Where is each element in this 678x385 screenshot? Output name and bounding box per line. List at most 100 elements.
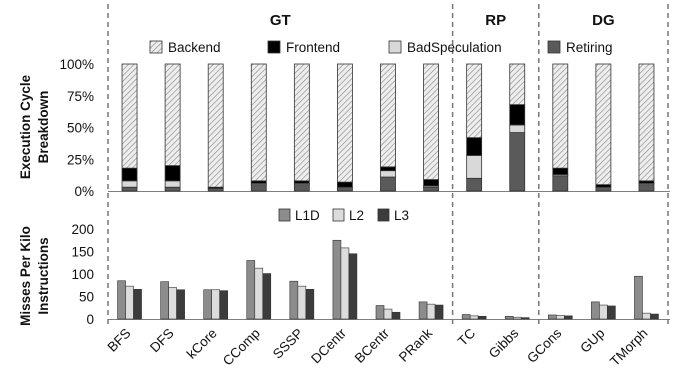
bar-retiring-dfs	[164, 186, 181, 192]
bar-l3-kcore	[219, 290, 228, 320]
top-ytick-label: 50%	[67, 121, 94, 136]
bar-l1d-sssp	[289, 280, 299, 320]
bar-backend-prank	[423, 63, 439, 180]
legend-swatch-frontend	[267, 40, 281, 54]
bar-l2-bfs	[125, 285, 134, 320]
bar-l1d-ccomp	[246, 260, 256, 320]
xtick-gcons: GCons	[524, 325, 564, 365]
xtick-gup: GUp	[577, 326, 607, 356]
bar-backend-sssp	[293, 63, 310, 182]
bar-l3-prank	[434, 304, 444, 320]
bar-l1d-gibbs	[504, 315, 514, 320]
xtick-ccomp: CComp	[220, 326, 263, 369]
bottom-ytick-label: 50	[79, 290, 94, 305]
bar-backend-bfs	[121, 63, 138, 169]
bar-backend-dcentr	[337, 63, 353, 183]
bar-l1d-dfs	[160, 281, 169, 320]
bar-badspeculation-bfs	[121, 180, 138, 188]
legend-label-retiring: Retiring	[566, 40, 613, 55]
bar-frontend-gcons	[552, 167, 569, 175]
top-ytick-label: 100%	[59, 57, 94, 72]
bar-l2-gibbs	[512, 316, 522, 320]
bar-l1d-tc	[461, 314, 471, 320]
bar-l3-gup	[607, 305, 616, 320]
bar-l2-ccomp	[254, 267, 264, 320]
top-ytick-label: 0%	[74, 184, 94, 199]
bar-retiring-gcons	[552, 175, 569, 192]
bar-retiring-bfs	[121, 186, 138, 192]
bar-backend-tc	[466, 63, 483, 139]
bar-frontend-prank	[423, 179, 439, 187]
bar-l3-gibbs	[520, 317, 530, 320]
bar-l2-gcons	[556, 315, 565, 320]
bar-frontend-bcentr	[380, 166, 396, 172]
xtick-dfs: DFS	[147, 326, 177, 356]
bar-l3-dcentr	[348, 253, 358, 320]
top-ylabel: Execution Cycle Breakdown	[18, 74, 51, 179]
bar-l2-dcentr	[340, 247, 350, 320]
legend-swatch-l2	[332, 208, 345, 222]
grid-layer	[107, 4, 670, 325]
top-ytick-label: 75%	[67, 89, 94, 104]
top-ylabel-line: Breakdown	[36, 91, 51, 164]
bar-retiring-bcentr	[380, 176, 396, 192]
legend-label-l1d: L1D	[295, 208, 320, 223]
xtick-gibbs: Gibbs	[486, 325, 522, 361]
bar-l1d-gcons	[548, 314, 557, 320]
bar-backend-bcentr	[380, 63, 396, 168]
bar-l2-prank	[426, 303, 436, 320]
bottom-ylabel: Misses Per Kilo Instructions	[18, 226, 51, 326]
bottom-ytick-label: 200	[71, 222, 94, 237]
bar-l2-tmorph	[642, 312, 651, 320]
bar-l2-dfs	[168, 287, 177, 320]
bar-l3-ccomp	[262, 273, 272, 320]
bar-frontend-gibbs	[509, 104, 526, 126]
bar-badspeculation-tc	[466, 155, 483, 179]
bar-backend-dfs	[164, 63, 181, 166]
xtick-bfs: BFS	[104, 326, 133, 355]
bar-badspeculation-bcentr	[380, 170, 396, 178]
bar-l2-tc	[469, 315, 479, 320]
group-title-dg: DG	[592, 12, 615, 29]
top-ytick-label: 25%	[67, 152, 94, 167]
bars-layer	[117, 63, 659, 320]
bar-badspeculation-gibbs	[509, 124, 526, 133]
bar-l2-sssp	[297, 285, 307, 320]
xtick-kcore: kCore	[184, 326, 220, 362]
bar-l3-dfs	[176, 289, 185, 320]
bar-retiring-tc	[466, 177, 483, 192]
bar-retiring-gup	[595, 186, 612, 192]
bar-l1d-bcentr	[375, 305, 385, 320]
bar-badspeculation-dfs	[164, 180, 181, 188]
bottom-ylabel-line: Instructions	[36, 237, 51, 314]
bar-l2-bcentr	[383, 308, 393, 320]
xtick-prank: PRank	[396, 325, 435, 364]
bar-backend-gup	[595, 63, 612, 186]
bar-retiring-dcentr	[337, 186, 353, 192]
bar-retiring-sssp	[293, 184, 310, 192]
xtick-bcentr: BCentr	[352, 325, 393, 366]
bar-l3-sssp	[305, 288, 315, 320]
bottom-ylabel-line: Misses Per Kilo	[18, 226, 33, 326]
bar-l1d-prank	[418, 301, 428, 320]
bar-l3-bcentr	[391, 311, 401, 320]
group-title-gt: GT	[270, 12, 291, 29]
bar-l1d-tmorph	[634, 275, 643, 320]
bar-frontend-bfs	[121, 167, 138, 182]
top-ylabel-line: Execution Cycle	[18, 74, 33, 179]
bottom-ytick-label: 0	[86, 312, 94, 327]
bar-backend-gcons	[552, 63, 569, 169]
legend-swatch-badspeculation	[388, 40, 402, 54]
legend-swatch-l1d	[278, 208, 291, 222]
legend-swatch-backend	[149, 40, 163, 54]
bar-l3-gcons	[564, 315, 573, 320]
bar-frontend-dfs	[164, 165, 181, 182]
bar-retiring-ccomp	[250, 184, 267, 192]
bar-frontend-dcentr	[337, 181, 353, 188]
bar-backend-kcore	[207, 63, 224, 188]
bar-l1d-bfs	[117, 280, 126, 320]
bar-l3-bfs	[133, 288, 142, 320]
legend-label-backend: Backend	[168, 40, 221, 55]
bar-l1d-gup	[591, 301, 600, 320]
